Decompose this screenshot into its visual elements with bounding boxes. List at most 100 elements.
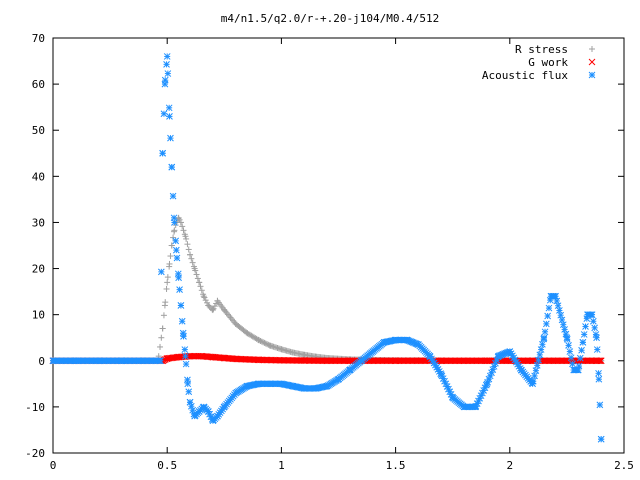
data-point — [591, 324, 598, 332]
data-point — [552, 357, 559, 365]
data-point — [182, 233, 189, 240]
legend: R stress G work Acoustic flux — [482, 43, 596, 82]
data-point — [196, 279, 203, 286]
y-axis: -20 -10 0 10 20 30 40 50 60 70 — [25, 32, 624, 460]
data-point — [159, 325, 166, 332]
data-point — [202, 297, 209, 304]
data-point — [517, 366, 525, 374]
data-point — [198, 352, 205, 360]
data-point — [260, 339, 267, 346]
x-tick-label: 1 — [278, 459, 285, 472]
data-point — [312, 385, 320, 392]
data-point — [232, 320, 239, 327]
data-point — [561, 326, 568, 333]
data-point — [537, 346, 545, 353]
legend-label-acoustic-flux: Acoustic flux — [482, 69, 568, 82]
data-point — [266, 342, 273, 349]
data-point — [574, 366, 582, 374]
data-point — [176, 286, 183, 293]
data-point — [178, 317, 186, 325]
data-point — [224, 311, 231, 318]
data-point — [141, 357, 148, 365]
data-point — [566, 348, 574, 355]
data-point — [211, 303, 218, 310]
data-point — [255, 337, 262, 344]
data-point — [335, 375, 342, 383]
data-point — [545, 304, 553, 312]
data-point — [576, 354, 584, 362]
data-point — [506, 357, 514, 365]
data-point — [595, 375, 603, 383]
data-point — [483, 380, 491, 388]
series-r-stress — [50, 214, 605, 364]
legend-label-g-work: G work — [528, 56, 568, 69]
data-point — [588, 311, 596, 319]
data-point — [172, 246, 180, 254]
data-point — [380, 338, 388, 346]
data-point — [403, 336, 411, 344]
data-point — [596, 401, 604, 409]
data-point — [156, 357, 164, 365]
data-point — [495, 352, 502, 360]
data-point — [582, 323, 589, 330]
data-point — [255, 356, 262, 364]
data-point — [563, 334, 571, 342]
data-point — [289, 382, 297, 390]
data-point — [264, 341, 271, 348]
data-point — [580, 331, 588, 338]
data-point — [168, 242, 175, 249]
data-point — [201, 294, 208, 301]
data-point — [163, 53, 171, 60]
data-point — [213, 300, 220, 307]
data-point — [169, 192, 177, 200]
data-point — [532, 367, 540, 375]
data-point — [536, 351, 544, 359]
data-point — [227, 314, 234, 321]
data-point — [200, 293, 207, 300]
data-point — [197, 283, 204, 290]
data-point — [559, 321, 567, 329]
series-acoustic-flux — [49, 53, 605, 443]
data-point — [541, 328, 549, 336]
data-point — [449, 394, 457, 402]
legend-marker — [589, 46, 595, 52]
data-point — [164, 70, 172, 77]
data-point — [415, 341, 422, 348]
data-point — [529, 380, 536, 388]
data-point — [300, 357, 308, 364]
data-point — [593, 334, 600, 342]
data-point — [172, 237, 180, 245]
data-point — [437, 357, 445, 365]
y-tick-label: 20 — [32, 263, 45, 276]
data-point — [589, 317, 597, 325]
data-point — [392, 336, 399, 344]
data-point — [214, 412, 221, 420]
data-point — [483, 357, 491, 365]
data-point — [243, 382, 251, 390]
data-point — [210, 305, 217, 312]
data-point — [209, 307, 216, 314]
data-point — [187, 251, 194, 258]
data-point — [434, 365, 442, 373]
data-point — [221, 307, 228, 314]
data-point — [266, 380, 274, 388]
data-point — [159, 149, 166, 157]
data-point — [542, 320, 550, 328]
data-point — [170, 214, 178, 222]
data-point — [244, 330, 251, 337]
data-point — [258, 338, 265, 345]
data-point — [346, 357, 354, 365]
data-point — [535, 356, 542, 364]
data-point — [209, 353, 217, 361]
x-tick-label: 2.5 — [614, 459, 634, 472]
data-point — [206, 303, 213, 310]
y-tick-label: 50 — [32, 124, 45, 137]
data-point — [175, 274, 182, 282]
data-point — [231, 319, 238, 326]
data-point — [173, 218, 180, 225]
data-point — [597, 435, 605, 443]
data-point — [578, 346, 585, 354]
data-point — [553, 297, 561, 305]
data-point — [278, 356, 285, 364]
